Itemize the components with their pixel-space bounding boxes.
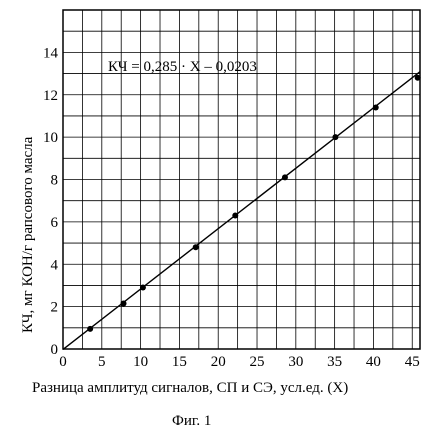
plot-frame: [62, 9, 421, 350]
y-tick-label: 4: [51, 257, 59, 273]
data-point: [120, 300, 127, 307]
y-tick-label: 14: [43, 45, 59, 61]
x-tick-label: 25: [250, 354, 265, 370]
grid: [63, 10, 420, 349]
x-tick-label: 15: [172, 354, 187, 370]
figure-caption: Фиг. 1: [172, 413, 211, 429]
y-tick-label: 6: [51, 215, 59, 231]
y-tick-label: 12: [43, 88, 58, 104]
data-point: [281, 174, 288, 181]
y-tick-label: 2: [51, 300, 59, 316]
x-tick-label: 0: [59, 354, 67, 370]
y-axis-ticks: 0 2 4 6 8 10 12 14: [43, 45, 59, 358]
x-axis-label: Разница амплитуд сигналов, СП и СЭ, усл.…: [32, 380, 348, 396]
fit-line: [62, 71, 421, 350]
x-tick-label: 40: [366, 354, 381, 370]
data-points: [87, 74, 421, 332]
data-point: [232, 212, 239, 219]
y-tick-label: 0: [51, 342, 59, 358]
equation-label: КЧ = 0,285 · X – 0,0203: [108, 59, 257, 75]
data-point: [139, 284, 146, 291]
x-tick-label: 20: [211, 354, 226, 370]
x-axis-ticks: 0 5 10 15 20 25 30 35 40 45: [59, 354, 419, 370]
data-point: [192, 244, 199, 251]
y-axis-label: КЧ, мг КОН/г рапсового масла: [20, 136, 36, 333]
y-tick-label: 10: [43, 130, 58, 146]
x-tick-label: 10: [133, 354, 148, 370]
x-tick-label: 30: [288, 354, 303, 370]
data-point: [372, 104, 379, 111]
data-point: [414, 74, 421, 81]
x-tick-label: 35: [327, 354, 342, 370]
x-tick-label: 5: [98, 354, 106, 370]
data-point: [332, 134, 339, 141]
x-tick-label: 45: [405, 354, 420, 370]
data-point: [87, 325, 94, 332]
y-tick-label: 8: [51, 173, 59, 189]
